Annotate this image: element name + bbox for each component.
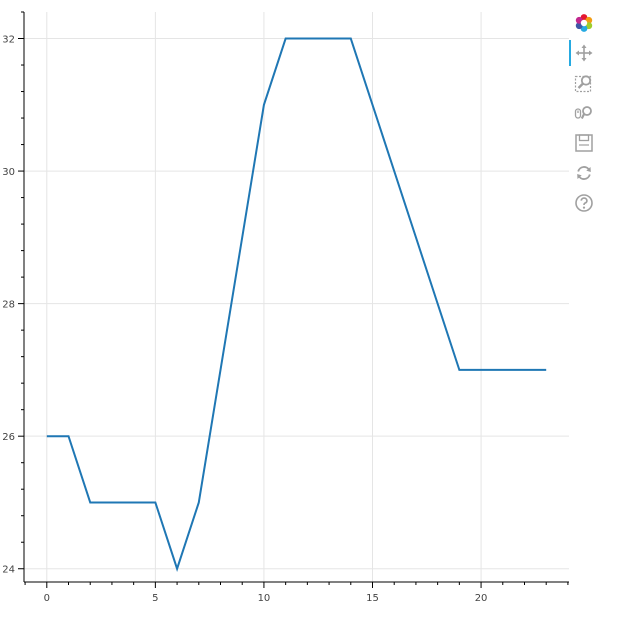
x-tick-label: 0 <box>44 593 50 604</box>
x-tick-label: 10 <box>258 593 271 604</box>
y-tick-label: 24 <box>2 565 15 576</box>
y-tick-label: 32 <box>2 35 15 46</box>
box-zoom-tool-button[interactable] <box>569 68 599 98</box>
help-tool-icon <box>575 194 593 212</box>
axes <box>18 11 569 588</box>
save-tool-button[interactable] <box>569 128 599 158</box>
bokeh-logo <box>569 8 599 38</box>
reset-tool-button[interactable] <box>569 158 599 188</box>
bokeh-logo-icon <box>575 14 593 32</box>
wheel-zoom-tool-button[interactable] <box>569 98 599 128</box>
pan-tool-icon <box>575 44 593 62</box>
series-line-0 <box>46 37 547 572</box>
toolbar <box>569 8 601 218</box>
pan-tool-button[interactable] <box>569 38 599 68</box>
y-tick-label: 30 <box>2 167 15 178</box>
y-tick-label: 26 <box>2 432 15 443</box>
wheel-zoom-tool-icon <box>574 106 592 120</box>
y-tick-label: 28 <box>2 300 15 311</box>
box-zoom-tool-icon <box>574 75 592 93</box>
tick-labels: 0 5 10 15 20 24 26 28 30 32 <box>2 35 487 604</box>
help-tool-button[interactable] <box>569 188 599 218</box>
grid <box>24 12 569 582</box>
reset-tool-icon <box>577 166 591 180</box>
x-tick-label: 20 <box>475 593 488 604</box>
x-tick-label: 15 <box>366 593 379 604</box>
series-layer <box>46 37 547 572</box>
save-tool-icon <box>575 134 593 152</box>
x-tick-label: 5 <box>152 593 158 604</box>
